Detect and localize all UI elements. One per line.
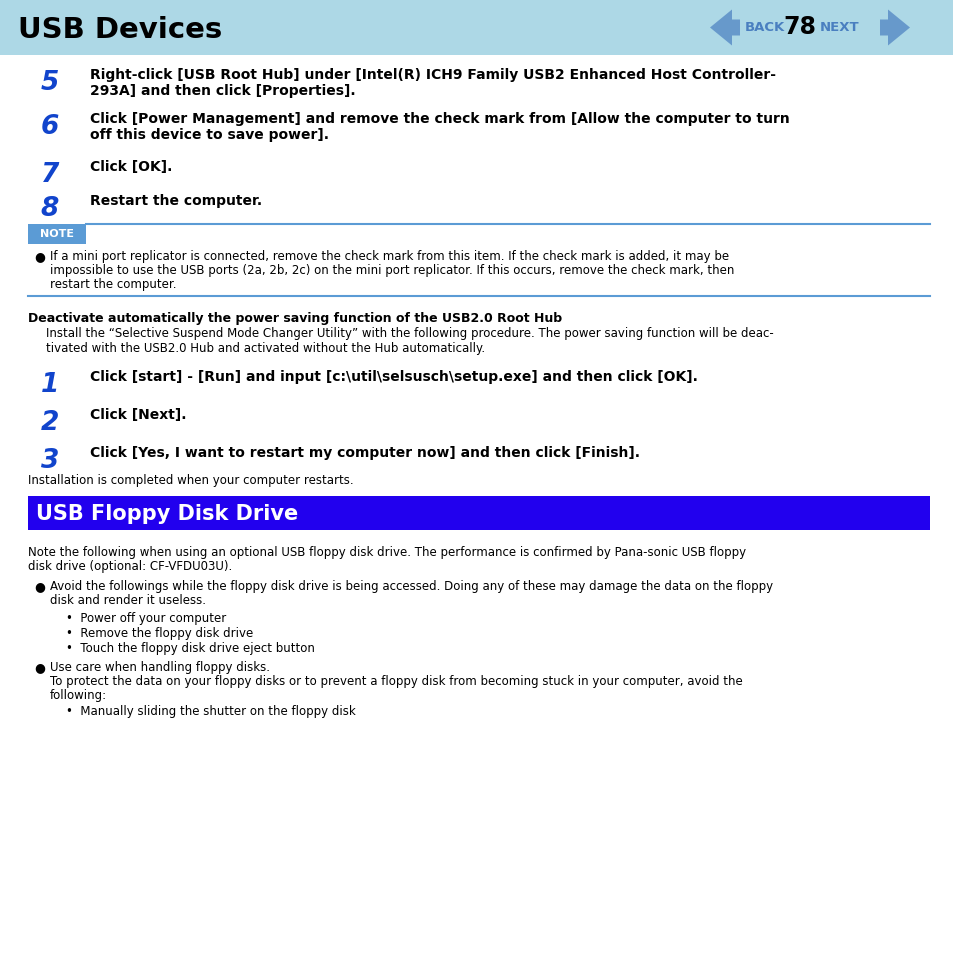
Text: disk and render it useless.: disk and render it useless.	[50, 594, 206, 607]
Text: Click [Next].: Click [Next].	[90, 408, 186, 422]
Text: 7: 7	[41, 162, 59, 188]
Text: tivated with the USB2.0 Hub and activated without the Hub automatically.: tivated with the USB2.0 Hub and activate…	[46, 342, 485, 355]
Text: 8: 8	[41, 196, 59, 222]
Text: 293A] and then click [Properties].: 293A] and then click [Properties].	[90, 84, 355, 98]
Text: NOTE: NOTE	[40, 229, 74, 239]
Text: NEXT: NEXT	[820, 21, 859, 34]
Text: Use care when handling floppy disks.: Use care when handling floppy disks.	[50, 661, 270, 674]
Text: •  Touch the floppy disk drive eject button: • Touch the floppy disk drive eject butt…	[66, 642, 314, 655]
Text: ●: ●	[34, 250, 45, 263]
Text: 78: 78	[782, 15, 816, 39]
Text: If a mini port replicator is connected, remove the check mark from this item. If: If a mini port replicator is connected, …	[50, 250, 728, 263]
Text: Click [Yes, I want to restart my computer now] and then click [Finish].: Click [Yes, I want to restart my compute…	[90, 446, 639, 460]
Text: 6: 6	[41, 114, 59, 140]
FancyBboxPatch shape	[0, 0, 953, 55]
Text: ●: ●	[34, 661, 45, 674]
Text: Install the “Selective Suspend Mode Changer Utility” with the following procedur: Install the “Selective Suspend Mode Chan…	[46, 327, 773, 340]
Text: following:: following:	[50, 689, 107, 702]
Text: Click [start] - [Run] and input [c:\util\selsusch\setup.exe] and then click [OK]: Click [start] - [Run] and input [c:\util…	[90, 370, 698, 384]
FancyBboxPatch shape	[28, 496, 929, 530]
Text: ●: ●	[34, 580, 45, 593]
Text: 2: 2	[41, 410, 59, 436]
Text: Restart the computer.: Restart the computer.	[90, 194, 262, 208]
Text: 1: 1	[41, 372, 59, 398]
Text: •  Manually sliding the shutter on the floppy disk: • Manually sliding the shutter on the fl…	[66, 705, 355, 718]
Text: Click [Power Management] and remove the check mark from [Allow the computer to t: Click [Power Management] and remove the …	[90, 112, 789, 126]
Text: restart the computer.: restart the computer.	[50, 278, 176, 291]
Polygon shape	[709, 10, 740, 45]
Text: •  Power off your computer: • Power off your computer	[66, 612, 226, 625]
Text: Note the following when using an optional USB floppy disk drive. The performance: Note the following when using an optiona…	[28, 546, 745, 559]
Text: To protect the data on your floppy disks or to prevent a floppy disk from becomi: To protect the data on your floppy disks…	[50, 675, 742, 688]
Text: BACK: BACK	[744, 21, 784, 34]
Text: USB Devices: USB Devices	[18, 15, 222, 43]
Text: Avoid the followings while the floppy disk drive is being accessed. Doing any of: Avoid the followings while the floppy di…	[50, 580, 772, 593]
Text: USB Floppy Disk Drive: USB Floppy Disk Drive	[36, 504, 298, 524]
FancyBboxPatch shape	[28, 224, 86, 244]
Text: 5: 5	[41, 70, 59, 96]
Text: Right-click [USB Root Hub] under [Intel(R) ICH9 Family USB2 Enhanced Host Contro: Right-click [USB Root Hub] under [Intel(…	[90, 68, 775, 82]
Text: off this device to save power].: off this device to save power].	[90, 128, 329, 142]
Text: Deactivate automatically the power saving function of the USB2.0 Root Hub: Deactivate automatically the power savin…	[28, 312, 561, 325]
Text: •  Remove the floppy disk drive: • Remove the floppy disk drive	[66, 627, 253, 640]
Text: Click [OK].: Click [OK].	[90, 160, 172, 174]
Text: disk drive (optional: CF-VFDU03U).: disk drive (optional: CF-VFDU03U).	[28, 560, 232, 573]
Text: Installation is completed when your computer restarts.: Installation is completed when your comp…	[28, 474, 354, 487]
Text: 3: 3	[41, 448, 59, 474]
Text: impossible to use the USB ports (2a, 2b, 2c) on the mini port replicator. If thi: impossible to use the USB ports (2a, 2b,…	[50, 264, 734, 277]
Polygon shape	[879, 10, 909, 45]
